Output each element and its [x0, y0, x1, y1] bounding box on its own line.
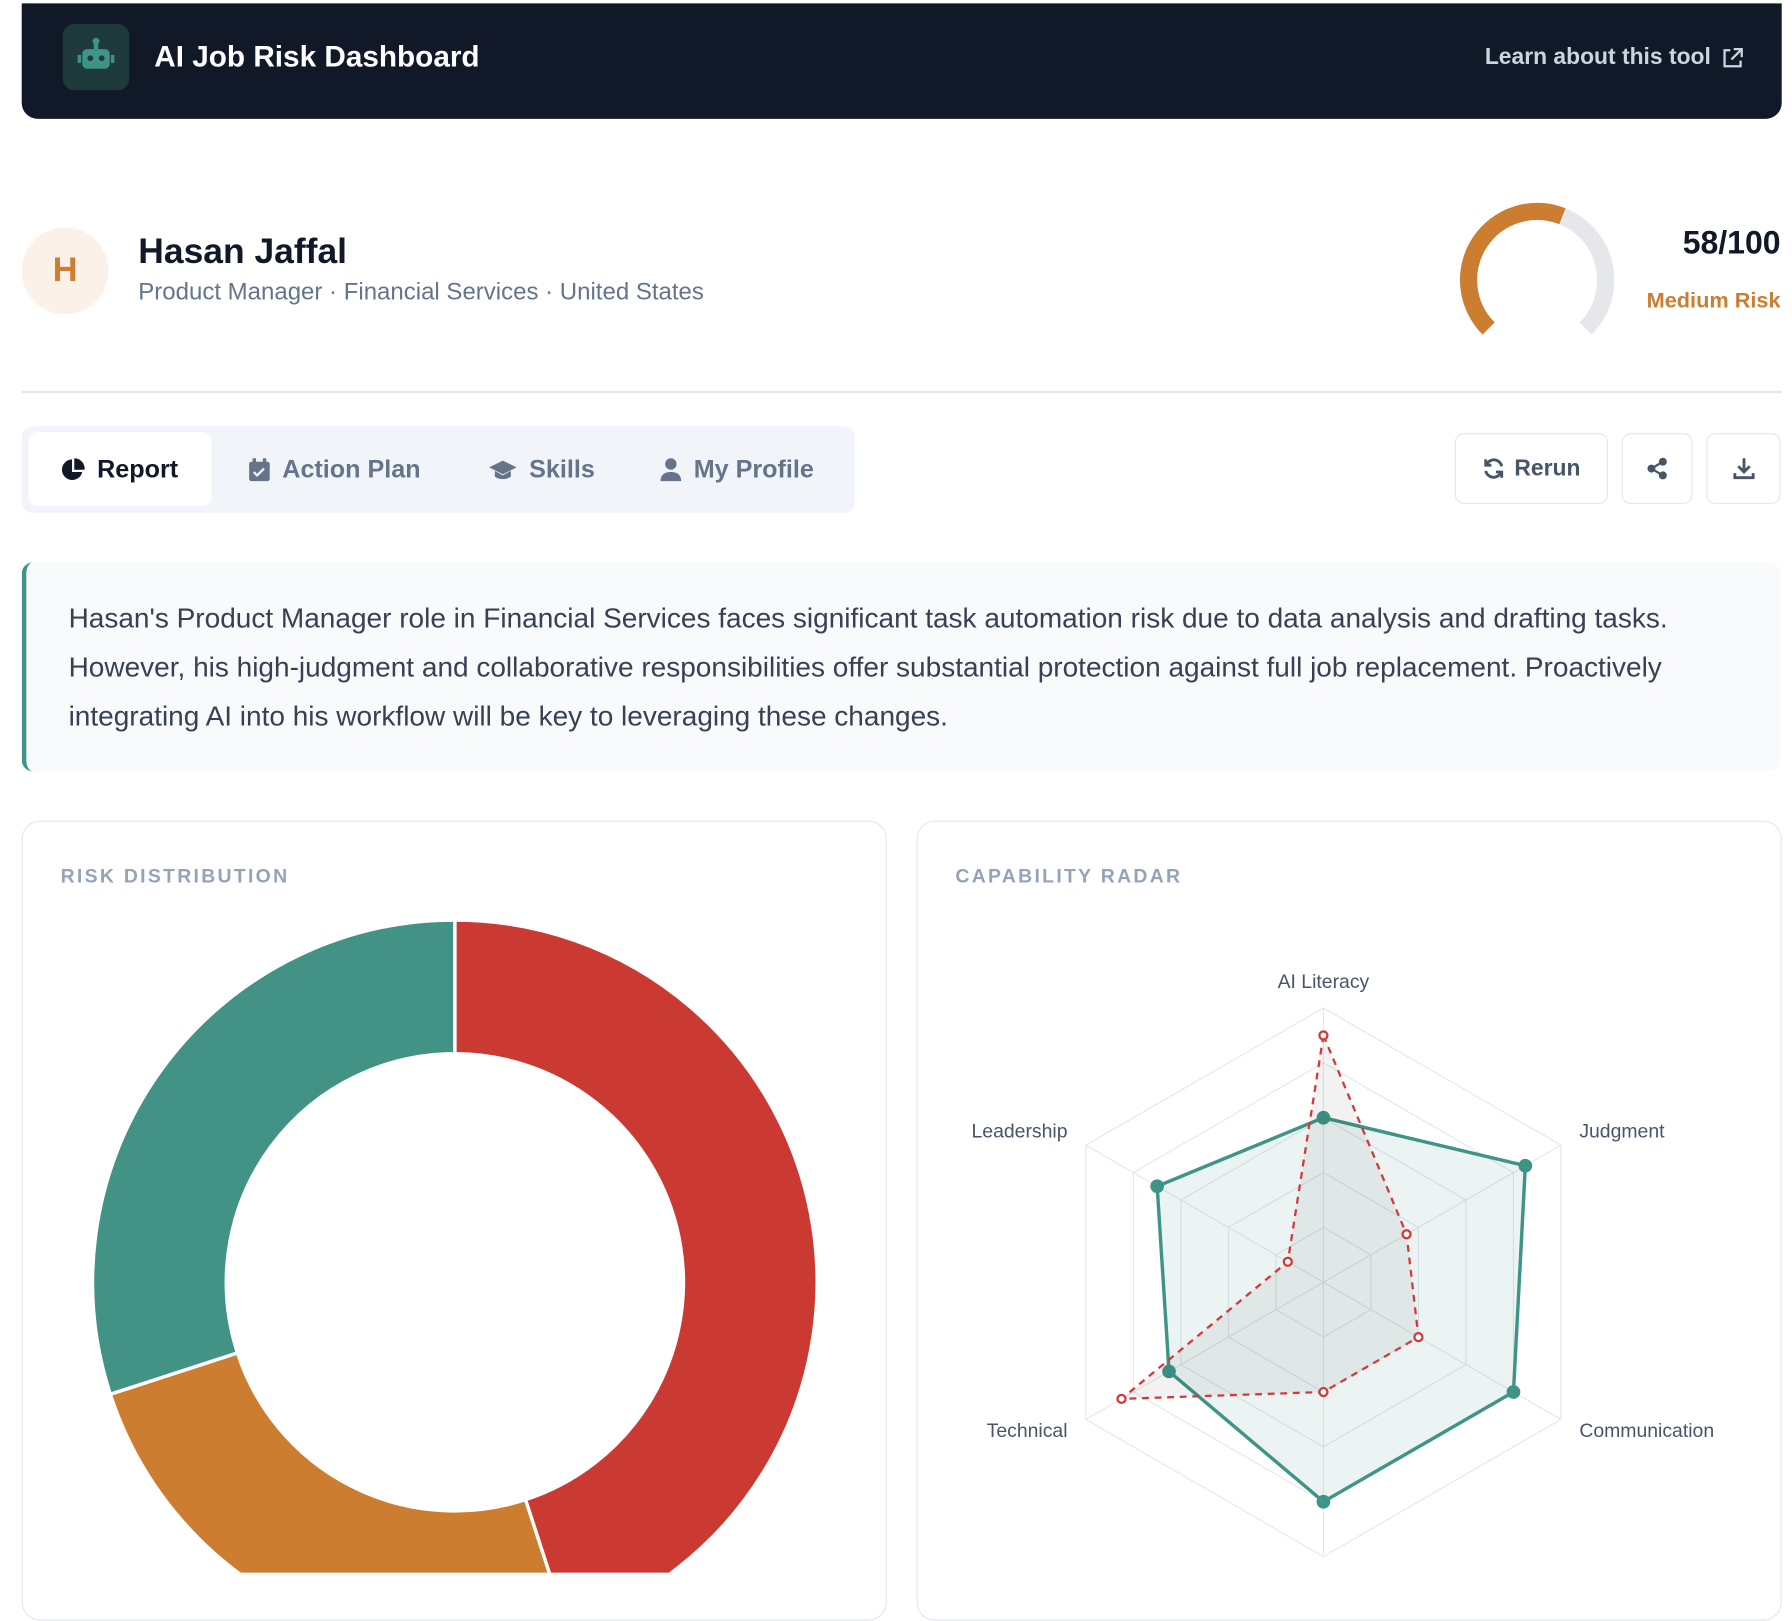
share-icon [1647, 457, 1667, 480]
page: AI Job Risk Dashboard Learn about this t… [21, 3, 1782, 1621]
download-button[interactable] [1706, 433, 1781, 504]
tab[interactable]: Action Plan [216, 432, 453, 506]
tab-label: Action Plan [282, 454, 421, 483]
tab-bar: Report Action Plan Skills My Profile [21, 426, 855, 514]
summary-text: Hasan's Product Manager role in Financia… [68, 603, 1668, 733]
radar-point [1316, 1110, 1331, 1125]
app-title: AI Job Risk Dashboard [154, 38, 480, 74]
tab-label: Report [97, 454, 179, 483]
radar-point [1282, 1256, 1293, 1267]
radar-point [1318, 1386, 1329, 1398]
radar-point [1316, 1494, 1331, 1509]
tab-label: My Profile [693, 454, 814, 483]
tab[interactable]: Skills [456, 432, 627, 506]
axis-label: Leadership [972, 1121, 1068, 1143]
rerun-button[interactable]: Rerun [1454, 433, 1608, 504]
download-icon [1732, 458, 1754, 480]
radar-point [1518, 1158, 1533, 1173]
rerun-icon [1484, 458, 1504, 479]
dashboard: AI Job Risk Dashboard Learn about this t… [21, 3, 1782, 1621]
radar-point [1401, 1229, 1412, 1240]
risk-level: Medium Risk [1646, 289, 1781, 314]
avatar: H [21, 227, 109, 315]
radar-point [1162, 1364, 1176, 1379]
axis-label: Communication [1579, 1420, 1714, 1442]
radar-axis [1323, 1281, 1562, 1420]
rerun-label: Rerun [1514, 455, 1581, 481]
radar-point [1413, 1331, 1424, 1343]
radar-point [1506, 1385, 1521, 1399]
user-subtitle: Product Manager · Financial Services · U… [138, 278, 704, 306]
axis-label: Judgment [1579, 1121, 1665, 1143]
charts-layer: AI Literacy Judgment Communication Technica… [90, 202, 1714, 1573]
axis-label: Technical [987, 1420, 1068, 1442]
tab[interactable]: Report [28, 431, 212, 507]
tab-icon [660, 457, 682, 481]
tab-icon [249, 457, 270, 481]
tab-label: Skills [529, 454, 595, 483]
card-title: RISK DISTRIBUTION [60, 865, 290, 887]
share-button[interactable] [1621, 433, 1693, 504]
radar-point [1150, 1179, 1165, 1194]
divider [21, 390, 1782, 394]
user-name: Hasan Jaffal [138, 230, 348, 271]
pie-slice [108, 1350, 551, 1573]
card-title: CAPABILITY RADAR [955, 865, 1183, 887]
robot-icon [77, 37, 115, 69]
learn-link[interactable]: Learn about this tool [1484, 44, 1711, 70]
tab[interactable]: My Profile [627, 432, 845, 506]
pie-slice [90, 918, 457, 1397]
radar-point [1116, 1393, 1127, 1404]
gauge-arc [1460, 202, 1566, 335]
header: AI Job Risk Dashboard Learn about this t… [21, 3, 1782, 119]
external-icon [1723, 47, 1743, 68]
tab-icon [489, 459, 517, 479]
radar-point [1318, 1030, 1329, 1041]
pie-slice [453, 918, 819, 1573]
axis-label: AI Literacy [1278, 971, 1370, 993]
tab-icon [61, 457, 85, 480]
logo [62, 23, 130, 91]
summary-box: Hasan's Product Manager role in Financia… [21, 562, 1781, 772]
score-label: 58/100 [1682, 225, 1781, 261]
